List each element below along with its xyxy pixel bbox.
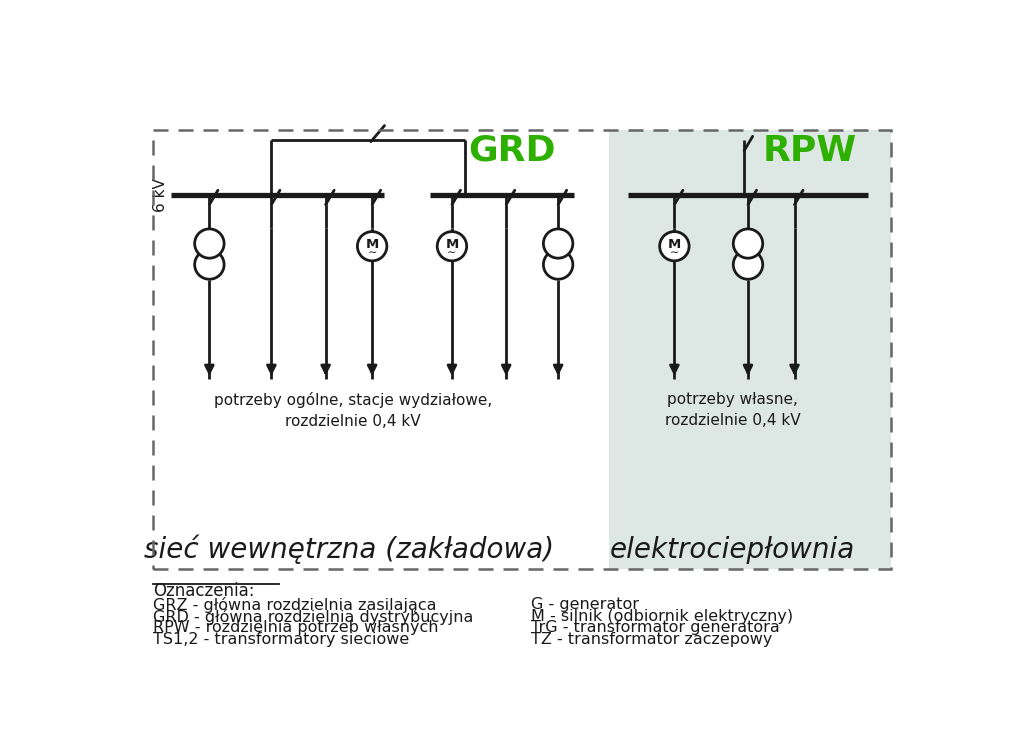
Text: TZ - transformator zaczepowy: TZ - transformator zaczepowy (531, 632, 772, 648)
Bar (153, 130, 891, 569)
Text: TrG - transformator generatora: TrG - transformator generatora (531, 620, 779, 635)
Text: potrzeby ogólne, stacje wydziałowe,
rozdzielnie 0,4 kV: potrzeby ogólne, stacje wydziałowe, rozd… (214, 392, 492, 429)
Text: ∼: ∼ (670, 247, 679, 258)
Circle shape (733, 250, 763, 280)
Circle shape (357, 231, 387, 261)
Circle shape (437, 231, 467, 261)
Text: M: M (445, 238, 459, 251)
Circle shape (195, 250, 224, 280)
Circle shape (544, 250, 572, 280)
Text: potrzeby własne,
rozdzielnie 0,4 kV: potrzeby własne, rozdzielnie 0,4 kV (665, 392, 801, 428)
Bar (608, 130, 891, 569)
Circle shape (195, 229, 224, 258)
Text: GRD: GRD (468, 134, 555, 168)
Text: M - silnik (odbiornik elektryczny): M - silnik (odbiornik elektryczny) (531, 609, 794, 623)
Circle shape (733, 229, 763, 258)
Text: ∼: ∼ (368, 247, 377, 258)
Text: RPW: RPW (763, 134, 857, 168)
Circle shape (544, 229, 572, 258)
Text: 6 kV: 6 kV (153, 178, 168, 212)
Text: M: M (366, 238, 379, 251)
Text: elektrociepłownia: elektrociepłownia (610, 536, 855, 564)
Text: M: M (668, 238, 681, 251)
Text: sieć wewnętrzna (zakładowa): sieć wewnętrzna (zakładowa) (143, 535, 554, 564)
Text: TS1,2 - transformatory sieciowe: TS1,2 - transformatory sieciowe (153, 632, 409, 648)
Text: G - generator: G - generator (531, 596, 639, 612)
Text: GRZ - główna rozdzielnia zasilająca: GRZ - główna rozdzielnia zasilająca (153, 596, 436, 612)
Text: RPW - rozdzielnia potrzeb własnych: RPW - rozdzielnia potrzeb własnych (153, 620, 438, 635)
Text: ∼: ∼ (447, 247, 457, 258)
Text: Oznaczenia:: Oznaczenia: (153, 582, 254, 600)
Circle shape (659, 231, 689, 261)
Text: GRD - główna rozdzielnia dystrybucyjna: GRD - główna rozdzielnia dystrybucyjna (153, 609, 473, 624)
